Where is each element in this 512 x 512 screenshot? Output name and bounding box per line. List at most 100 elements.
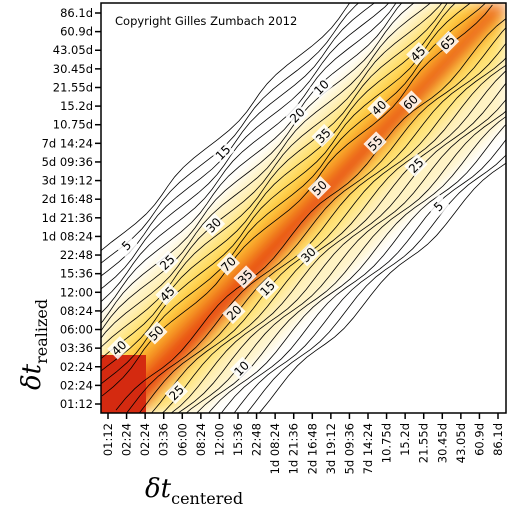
y-tick-label: 08:24 xyxy=(60,304,93,318)
contour-label-bg xyxy=(398,90,423,114)
y-tick-label: 02:24 xyxy=(60,360,93,374)
contour-label-bg xyxy=(201,213,226,237)
x-tick-label: 21.55d xyxy=(417,423,431,463)
x-tick-label: 10.75d xyxy=(380,423,394,463)
plot-frame xyxy=(100,2,507,414)
contour-label-bg xyxy=(404,153,428,177)
y-axis-ticks: 01:12 02:24 02:24 03:36 06:00 08:24 12:00 15:36… xyxy=(42,6,101,411)
contour-line xyxy=(151,57,506,413)
contour-label-bg xyxy=(255,276,280,300)
y-tick-label: 22:48 xyxy=(60,248,93,262)
x-tick-label: 5d 09:36 xyxy=(342,423,356,474)
svg-text:δtcentered: δtcentered xyxy=(145,474,243,508)
contour-line xyxy=(101,3,360,264)
contour-label-bg xyxy=(435,30,460,55)
contour-label-bg xyxy=(164,380,189,405)
contour-line xyxy=(101,3,390,290)
contour-label-bg xyxy=(363,131,387,155)
contour-label-bg xyxy=(222,300,246,325)
contour-line xyxy=(115,18,506,411)
contour-line xyxy=(101,3,375,277)
contour-label-bg xyxy=(216,252,241,276)
y-tick-label: 3d 19:12 xyxy=(42,174,93,188)
x-tick-label: 30.45d xyxy=(435,423,449,463)
x-tick-label: 06:00 xyxy=(175,423,189,456)
x-tick-label: 08:24 xyxy=(194,423,208,456)
y-tick-label: 06:00 xyxy=(60,323,93,337)
y-tick-label: 43.05d xyxy=(53,43,93,57)
y-tick-label: 10.75d xyxy=(53,118,93,132)
contour-line xyxy=(170,70,506,413)
contour-label-bg xyxy=(307,175,332,200)
y-tick-label: 1d 08:24 xyxy=(42,229,93,243)
contour-label-bg xyxy=(426,194,450,218)
contour-line xyxy=(101,3,415,324)
contour-line xyxy=(101,3,443,339)
x-tick-label: 12:00 xyxy=(212,423,226,456)
x-axis-title-main: δt xyxy=(145,474,172,504)
y-tick-label: 60.9d xyxy=(60,25,93,39)
x-axis-title-sub: centered xyxy=(171,489,243,508)
x-tick-label: 60.9d xyxy=(472,423,486,456)
y-tick-label: 02:24 xyxy=(60,378,93,392)
x-tick-label: 15:36 xyxy=(231,423,245,456)
contour-label-bg xyxy=(155,250,179,274)
x-tick-label: 1d 21:36 xyxy=(287,423,301,474)
contour-line xyxy=(101,3,432,332)
x-axis-title: δtcentered xyxy=(145,474,243,508)
x-tick-label: 1d 08:24 xyxy=(268,423,282,474)
x-tick-label: 86.1d xyxy=(491,423,505,456)
x-tick-label: 02:24 xyxy=(138,423,152,456)
y-axis-title-main: δt xyxy=(17,363,47,390)
y-tick-label: 15:36 xyxy=(60,267,93,281)
contour-label-bg xyxy=(311,123,335,148)
contour-line xyxy=(101,3,403,314)
contour-label-bg xyxy=(406,41,430,66)
contour-label-bg xyxy=(211,140,235,164)
y-tick-label: 5d 09:36 xyxy=(42,155,93,169)
x-tick-label: 02:24 xyxy=(120,423,134,456)
contour-line xyxy=(126,27,506,413)
svg-text:δtrealized: δtrealized xyxy=(17,299,51,390)
contour-label-bg xyxy=(296,243,320,267)
contour-label-bg xyxy=(107,336,131,360)
contour-label-bg xyxy=(144,321,168,345)
contour-line xyxy=(220,123,506,413)
contour-label-bg xyxy=(155,282,179,306)
y-tick-label: 30.45d xyxy=(53,62,93,76)
contour-line xyxy=(233,138,506,413)
y-axis-title: δtrealized xyxy=(17,299,51,390)
x-tick-label: 3d 19:12 xyxy=(324,423,338,474)
contour-labels: 5101520252530354045507051015202530354045… xyxy=(107,30,460,405)
contour-line xyxy=(177,82,506,413)
contour-line xyxy=(161,64,506,413)
x-tick-label: 2d 16:48 xyxy=(305,423,319,474)
copyright-annotation: Copyright Gilles Zumbach 2012 xyxy=(115,14,297,28)
y-axis-title-sub: realized xyxy=(32,299,51,364)
y-tick-label: 7d 14:24 xyxy=(42,136,93,150)
x-tick-label: 43.05d xyxy=(454,423,468,463)
contour-line xyxy=(208,116,506,413)
y-tick-label: 12:00 xyxy=(60,285,93,299)
contour-line xyxy=(138,42,506,413)
y-tick-label: 1d 21:36 xyxy=(42,211,93,225)
contour-line xyxy=(101,3,448,348)
contour-line xyxy=(196,110,506,413)
x-tick-label: 15.2d xyxy=(398,423,412,456)
contour-label-bg xyxy=(233,265,257,289)
x-tick-label: 22:48 xyxy=(250,423,264,456)
contour-label-bg xyxy=(229,356,254,380)
contour-line xyxy=(258,162,506,413)
x-tick-label: 03:36 xyxy=(157,423,171,456)
y-tick-label: 01:12 xyxy=(60,397,93,411)
contour-label-bg xyxy=(285,103,309,127)
contour-line xyxy=(101,3,351,252)
contour-lines xyxy=(101,3,506,413)
contour-line xyxy=(101,3,397,303)
contour-label-bg xyxy=(114,233,138,258)
y-tick-label: 86.1d xyxy=(60,6,93,20)
y-tick-label: 15.2d xyxy=(60,99,93,113)
x-axis-ticks: 01:12 02:24 02:24 03:36 06:00 08:24 12:00 15:36… xyxy=(101,413,505,474)
contour-label-bg xyxy=(309,75,333,99)
